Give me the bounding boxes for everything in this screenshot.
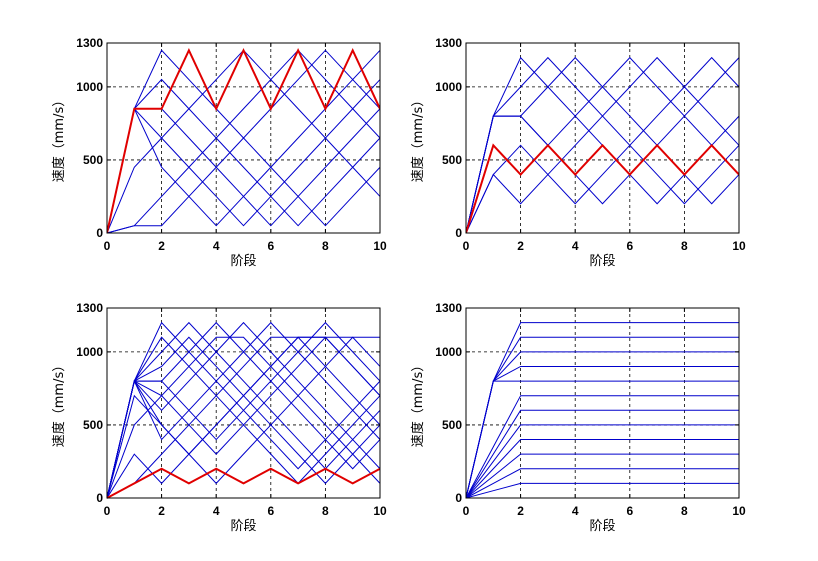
plot-area: [465, 42, 740, 234]
plot-area: [465, 307, 740, 499]
series-line: [466, 322, 739, 499]
x-tick-label: 2: [158, 239, 165, 253]
y-tick-label: 1000: [76, 80, 103, 94]
x-tick-label: 10: [732, 239, 746, 253]
series-line: [107, 336, 380, 499]
series-line: [466, 365, 739, 499]
y-tick-label: 0: [455, 491, 462, 505]
series-line: [466, 468, 739, 499]
x-tick-label: 4: [213, 504, 220, 518]
series-line: [466, 380, 739, 499]
y-tick-label: 1000: [435, 80, 462, 94]
series-line: [107, 49, 380, 234]
x-axis-label: 阶段: [589, 519, 615, 534]
x-tick-label: 8: [681, 239, 688, 253]
subplot-top-left: 0 2 4 6 8 10 0 500 1000 1300 阶段 速度（mm/s）: [51, 36, 387, 269]
x-tick-label: 4: [572, 239, 579, 253]
subplot-top-right: 0 2 4 6 8 10 0 500 1000 1300 阶段 速度（mm/s）: [410, 36, 746, 269]
x-tick-label: 10: [732, 504, 746, 518]
x-tick-label: 8: [322, 504, 329, 518]
series-line: [466, 453, 739, 499]
series-line: [466, 482, 739, 499]
x-tick-label: 8: [322, 239, 329, 253]
series-line: [107, 321, 380, 499]
y-tick-label: 500: [83, 153, 103, 167]
y-tick-label: 500: [442, 153, 462, 167]
series-line: [466, 409, 739, 499]
x-tick-label: 0: [104, 504, 111, 518]
series-line: [107, 78, 380, 234]
series-line: [466, 56, 739, 234]
x-tick-label: 10: [373, 239, 387, 253]
series-line: [107, 79, 380, 234]
series-line: [107, 321, 380, 499]
y-tick-label: 0: [96, 226, 103, 240]
y-axis-label: 速度（mm/s）: [51, 359, 67, 447]
x-tick-label: 4: [572, 504, 579, 518]
x-axis-label: 阶段: [589, 254, 615, 269]
y-axis-label: 速度（mm/s）: [410, 94, 426, 182]
x-tick-label: 0: [463, 504, 470, 518]
series-line: [466, 336, 739, 499]
y-tick-label: 1000: [76, 345, 103, 359]
x-tick-label: 0: [463, 239, 470, 253]
x-tick-label: 6: [626, 239, 633, 253]
y-tick-label: 1000: [435, 345, 462, 359]
series-line: [107, 321, 380, 499]
y-tick-label: 500: [83, 418, 103, 432]
series-line: [107, 336, 380, 499]
series-line: [107, 321, 380, 499]
series-line: [466, 439, 739, 499]
y-tick-label: 1300: [435, 36, 462, 50]
subplot-bottom-left: 0 2 4 6 8 10 0 500 1000 1300 阶段 速度（mm/s）: [51, 301, 387, 534]
axes-frame: [465, 42, 740, 234]
x-tick-label: 4: [213, 239, 220, 253]
series-group: [466, 322, 739, 499]
y-tick-label: 1300: [76, 301, 103, 315]
x-tick-label: 6: [267, 504, 274, 518]
x-tick-label: 6: [626, 504, 633, 518]
series-group: [466, 56, 739, 234]
x-axis-label: 阶段: [230, 254, 256, 269]
x-axis-label: 阶段: [230, 519, 256, 534]
y-tick-label: 500: [442, 418, 462, 432]
plot-area: [106, 307, 381, 499]
series-line: [107, 336, 380, 499]
series-line: [466, 56, 739, 234]
series-line: [466, 57, 739, 234]
series-line-highlight: [466, 143, 739, 234]
series-line: [107, 336, 380, 499]
series-group: [107, 321, 380, 499]
series-line: [466, 395, 739, 499]
series-line-highlight: [107, 467, 380, 499]
y-tick-label: 1300: [435, 301, 462, 315]
subplot-bottom-right: 0 2 4 6 8 10 0 500 1000 1300 阶段 速度（mm/s）: [410, 301, 746, 534]
y-tick-label: 0: [96, 491, 103, 505]
series-line: [466, 351, 739, 499]
y-axis-label: 速度（mm/s）: [51, 94, 67, 182]
x-tick-label: 10: [373, 504, 387, 518]
x-tick-label: 2: [517, 504, 524, 518]
x-tick-label: 6: [267, 239, 274, 253]
series-line-highlight: [107, 47, 380, 234]
axes-frame: [465, 307, 740, 499]
y-axis-label: 速度（mm/s）: [410, 359, 426, 447]
series-line: [466, 424, 739, 499]
y-tick-label: 1300: [76, 36, 103, 50]
y-tick-label: 0: [455, 226, 462, 240]
axes-frame: [106, 42, 381, 234]
series-line: [107, 336, 380, 499]
axes-frame: [106, 307, 381, 499]
x-tick-label: 2: [158, 504, 165, 518]
x-tick-label: 8: [681, 504, 688, 518]
x-tick-label: 2: [517, 239, 524, 253]
x-tick-label: 0: [104, 239, 111, 253]
series-group: [107, 47, 380, 234]
